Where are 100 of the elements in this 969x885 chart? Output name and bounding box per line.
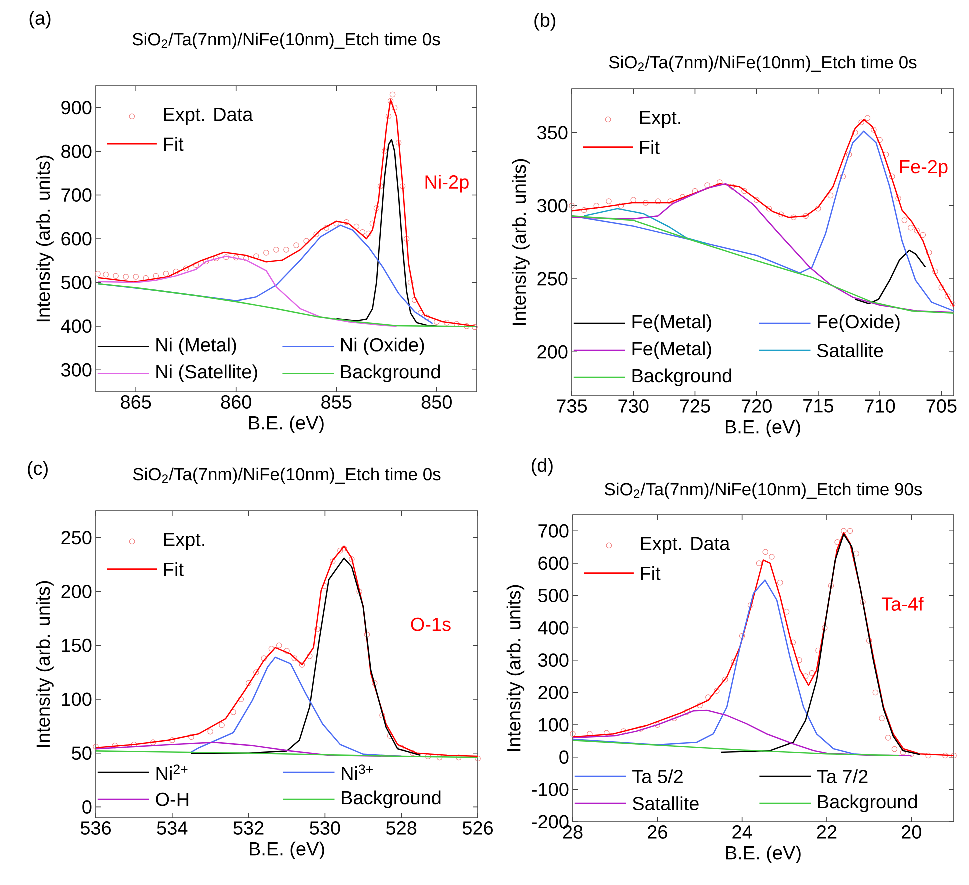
x-tick-label: 536 — [80, 822, 111, 835]
legend-label: Fe(Metal) — [632, 342, 712, 360]
point — [223, 254, 230, 260]
legend-label: Fe(Oxide) — [818, 314, 900, 332]
point — [354, 224, 360, 230]
point — [238, 696, 244, 702]
point — [400, 184, 406, 190]
point — [569, 203, 575, 209]
point — [729, 184, 736, 190]
point — [879, 716, 885, 722]
point — [684, 709, 690, 716]
point — [796, 658, 802, 664]
legend-label: Expt. Data — [164, 108, 254, 126]
point — [802, 674, 809, 680]
x-tick-label: 850 — [422, 396, 452, 409]
point — [828, 192, 834, 199]
x-tick-label: 715 — [804, 400, 834, 413]
point — [412, 297, 418, 304]
x-tick-label: 720 — [742, 400, 772, 413]
y-tick-label: 300 — [538, 654, 569, 668]
point — [246, 680, 252, 686]
point — [847, 528, 854, 534]
point — [230, 710, 236, 716]
point — [730, 659, 737, 665]
line-series — [97, 256, 398, 328]
point — [382, 148, 388, 154]
annotation: Ta-4f — [882, 597, 924, 611]
point — [630, 197, 637, 203]
point — [790, 214, 797, 221]
x-tick-label: 735 — [557, 400, 588, 413]
point — [213, 256, 220, 262]
point — [668, 198, 674, 204]
legend-label: Ni$^{3+}$ — [342, 764, 373, 780]
y-tick-label: 250 — [62, 531, 92, 545]
legend-label: Fit — [164, 562, 184, 576]
point — [854, 550, 860, 557]
line-series — [96, 750, 478, 758]
legend-label: Background — [632, 368, 732, 386]
y-tick-label: 300 — [61, 363, 92, 377]
point — [314, 232, 320, 238]
point — [299, 662, 306, 668]
point — [188, 734, 194, 740]
point — [425, 754, 432, 760]
legend-label: Fe(Metal) — [632, 314, 712, 332]
y-tick-label: 0 — [82, 800, 92, 814]
point — [846, 152, 852, 158]
y-tick-label: 500 — [538, 589, 569, 603]
legend-label: Ta 5/2 — [632, 770, 683, 784]
point — [475, 756, 481, 762]
point — [900, 750, 906, 756]
point — [840, 174, 846, 180]
y-axis-title: Intensity (arb. units) — [512, 159, 530, 326]
y-tick-label: 600 — [538, 556, 569, 570]
point — [314, 626, 320, 632]
point — [444, 320, 450, 326]
point — [93, 744, 99, 750]
point — [852, 130, 858, 136]
legend-label: Satallite — [632, 796, 699, 811]
point — [219, 722, 225, 728]
line-series — [572, 216, 954, 314]
text: (a) — [30, 11, 51, 29]
point — [284, 648, 290, 654]
point — [570, 731, 576, 737]
point — [654, 722, 661, 728]
legend-label: O-H — [156, 792, 189, 806]
point — [828, 583, 834, 589]
point — [170, 738, 176, 744]
point — [274, 247, 280, 253]
annotation: O-1s — [411, 618, 451, 632]
point — [926, 250, 932, 256]
chart-title: SiO$_{2}$/Ta(7nm)/NiFe(10nm)_Etch time 0s — [609, 56, 917, 72]
point — [150, 740, 156, 746]
y-axis-title: Intensity (arb. units) — [506, 585, 525, 752]
point — [866, 638, 872, 644]
point — [766, 206, 772, 212]
point — [349, 556, 355, 562]
y-tick-label: 200 — [538, 686, 569, 700]
x-tick-label: 532 — [234, 822, 264, 835]
point — [264, 250, 270, 256]
annotation: Ni-2p — [426, 175, 469, 193]
line-series — [97, 283, 476, 328]
x-tick-label: 530 — [310, 822, 340, 835]
point — [762, 549, 769, 556]
point — [858, 120, 864, 126]
point — [408, 280, 414, 286]
point — [872, 690, 879, 696]
point — [374, 205, 380, 212]
line-series — [584, 208, 708, 245]
legend-label: Ni$^{2+}$ — [156, 764, 188, 780]
point — [344, 219, 350, 226]
point — [398, 745, 404, 751]
point — [95, 271, 101, 277]
point — [113, 273, 119, 280]
line-series — [573, 580, 881, 756]
point — [790, 640, 796, 646]
legend-label: Fit — [640, 140, 660, 154]
point — [756, 560, 762, 566]
point — [380, 712, 386, 719]
point — [908, 224, 914, 231]
point — [885, 735, 892, 741]
